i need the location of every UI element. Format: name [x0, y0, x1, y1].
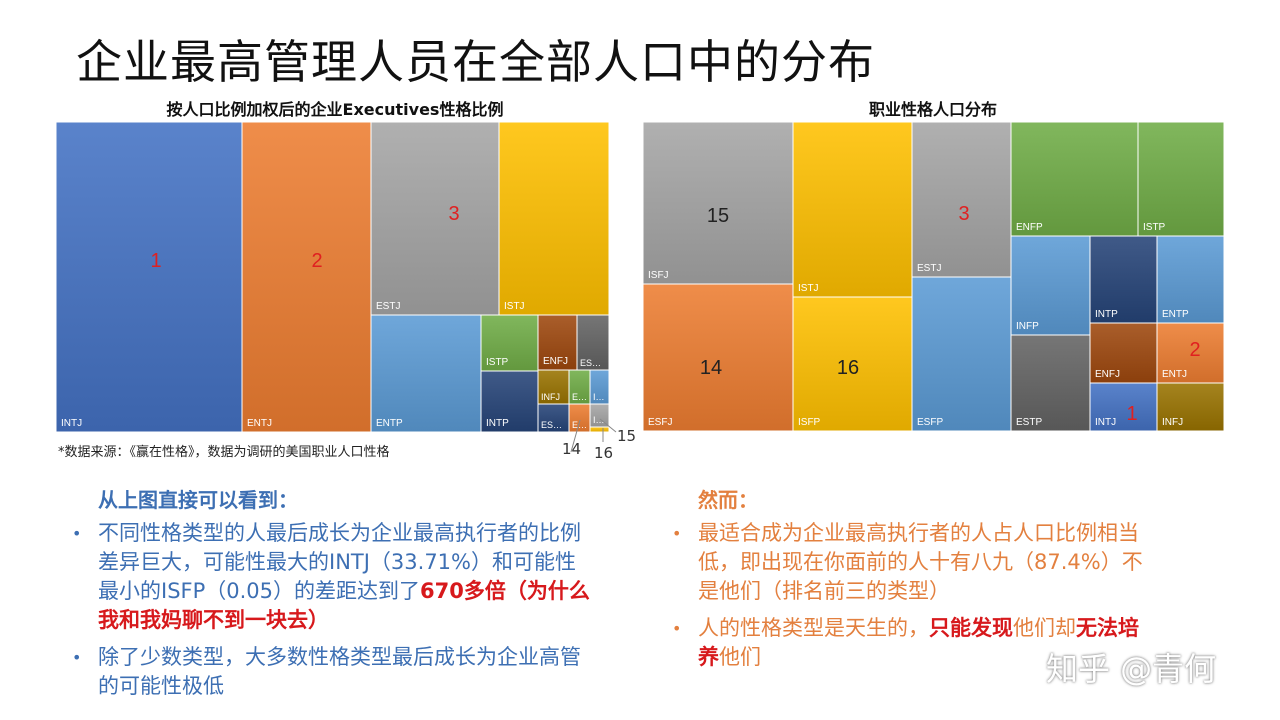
- callout-label-14: 14: [562, 440, 582, 458]
- callout-leader-line: [599, 418, 617, 433]
- tile-label-intj-13: INTJ: [1095, 417, 1116, 428]
- right-bullet-1-text: 最适合成为企业最高执行者的人占人口比例相当低，即出现在你面前的人十有八九（87.…: [698, 521, 1143, 603]
- tile-label-entp-4: ENTP: [376, 418, 403, 429]
- treemap-tile-estp-9: [1010, 334, 1091, 432]
- executives-treemap: INTJ 1 ENTJ 2 ESTJ 3 ISTJ ENTP ISTP INTP ENFJ ES… IN…: [55, 121, 617, 453]
- rank-label-2: 2: [311, 250, 322, 272]
- tile-label-istj-3: ISTJ: [504, 301, 525, 312]
- tile-label-enfp-6: ENFP: [1016, 222, 1043, 233]
- bullet-dot: •: [672, 619, 682, 638]
- callout-leader-line: [570, 419, 581, 453]
- rank-label-1: 1: [1126, 403, 1137, 425]
- tile-label-estj-2: ESTJ: [376, 301, 400, 312]
- left-bullet-list: • 不同性格类型的人最后成长为企业最高执行者的比例差异巨大，可能性最大的INTJ…: [64, 519, 594, 709]
- treemap-tile-intj-13: [1089, 382, 1158, 432]
- left-bullet-1-highlight: 670多倍（为什么我和我妈聊不到一块去）: [98, 579, 590, 632]
- tile-label-istp-5: ISTP: [486, 357, 509, 368]
- tile-label-e-13: E…: [572, 420, 587, 430]
- tile-label-es-8: ES…: [580, 358, 601, 368]
- rank-label-16: 16: [837, 357, 859, 379]
- tile-label-estp-9: ESTP: [1016, 417, 1042, 428]
- right-bullet-2-highlight-1: 只能发现: [929, 616, 1013, 640]
- tile-label-infp-8: INFP: [1016, 321, 1039, 332]
- tile-label-i-11: I…: [593, 392, 605, 402]
- left-bullet-1: • 不同性格类型的人最后成长为企业最高执行者的比例差异巨大，可能性最大的INTJ…: [64, 519, 594, 635]
- tile-label-estj-4: ESTJ: [917, 263, 941, 274]
- tile-label-infj-9: INFJ: [541, 392, 560, 402]
- tile-label-entj-1: ENTJ: [247, 418, 272, 429]
- tile-label-entj-14: ENTJ: [1162, 369, 1187, 380]
- treemap-tile-estj-2: [370, 121, 500, 316]
- rank-label-1: 1: [150, 250, 161, 272]
- treemap-tile-intj-0: [55, 121, 243, 433]
- treemap-tile-entj-1: [241, 121, 372, 433]
- treemap-tile-es-8: [576, 314, 610, 371]
- left-chart-title: 按人口比例加权后的企业Executives性格比例: [166, 100, 504, 119]
- treemap-tile-isfp-3: [792, 296, 913, 432]
- rank-label-15: 15: [707, 205, 729, 227]
- tile-label-entp-11: ENTP: [1162, 309, 1189, 320]
- tile-label-es-12: ES…: [541, 420, 562, 430]
- right-bullet-1: • 最适合成为企业最高执行者的人占人口比例相当低，即出现在你面前的人十有八九（8…: [664, 519, 1144, 606]
- treemap-tile-estj-4: [911, 121, 1012, 278]
- tile-label-i-14: I…: [593, 415, 605, 425]
- treemap-tile-entp-4: [370, 314, 482, 433]
- tile-label-esfj-1: ESFJ: [648, 417, 672, 428]
- tile-label-intj-0: INTJ: [61, 418, 82, 429]
- tile-label-intp-10: INTP: [1095, 309, 1118, 320]
- left-bullet-1-text: 不同性格类型的人最后成长为企业最高执行者的比例差异巨大，可能性最大的INTJ（3…: [98, 521, 581, 603]
- tile-label-istj-2: ISTJ: [798, 283, 819, 294]
- callout-label-16: 16: [594, 444, 614, 462]
- treemap-tile-istp-7: [1137, 121, 1225, 237]
- page-title: 企业最高管理人员在全部人口中的分布: [76, 35, 875, 89]
- right-bullet-2: • 人的性格类型是天生的，只能发现他们却无法培养他们: [664, 614, 1144, 672]
- treemap-tile-es-12: [537, 403, 570, 433]
- right-bullet-2-highlight-2: 无法培养: [698, 616, 1139, 669]
- treemap-tile-esfp-5: [911, 276, 1012, 432]
- tile-label-isfj-0: ISFJ: [648, 270, 669, 281]
- right-bullet-2-pre: 人的性格类型是天生的，: [698, 616, 929, 640]
- treemap-tile-infj-15: [1156, 382, 1225, 432]
- left-bullet-2-text: 除了少数类型，大多数性格类型最后成长为企业高管的可能性极低: [98, 645, 581, 698]
- treemap-tile-isfj-0: [642, 121, 794, 285]
- rank-label-2: 2: [1189, 339, 1200, 361]
- left-section-heading: 从上图直接可以看到：: [98, 488, 298, 512]
- treemap-tile-infp-8: [1010, 235, 1091, 336]
- bullet-dot: •: [672, 524, 682, 543]
- treemap-tile-intp-6: [480, 370, 539, 433]
- tile-label-esfp-5: ESFP: [917, 417, 943, 428]
- rank-label-14: 14: [700, 357, 722, 379]
- treemap-tile-istj-3: [498, 121, 610, 316]
- treemap-tile-entp-11: [1156, 235, 1225, 324]
- right-chart-title: 职业性格人口分布: [868, 100, 998, 119]
- rank-label-3: 3: [958, 203, 969, 225]
- callout-label-15: 15: [617, 427, 637, 445]
- treemap-tile-intp-10: [1089, 235, 1158, 324]
- watermark: 知乎 @青何: [1046, 650, 1217, 688]
- tile-label-infj-15: INFJ: [1162, 417, 1183, 428]
- right-section-heading: 然而：: [698, 488, 758, 512]
- treemap-tile-tiny-15: [589, 426, 610, 433]
- treemap-tile-enfp-6: [1010, 121, 1139, 237]
- treemap-tile-entj-14: [1156, 322, 1225, 384]
- tile-label-isfp-3: ISFP: [798, 417, 821, 428]
- rank-label-3: 3: [448, 203, 459, 225]
- right-bullet-list: • 最适合成为企业最高执行者的人占人口比例相当低，即出现在你面前的人十有八九（8…: [664, 519, 1144, 680]
- bullet-dot: •: [72, 648, 82, 667]
- tile-label-intp-6: INTP: [486, 418, 509, 429]
- left-bullet-2: • 除了少数类型，大多数性格类型最后成长为企业高管的可能性极低: [64, 643, 594, 701]
- tile-label-istp-7: ISTP: [1143, 222, 1166, 233]
- treemap-tile-enfj-12: [1089, 322, 1158, 384]
- bullet-dot: •: [72, 524, 82, 543]
- tile-label-enfj-7: ENFJ: [543, 356, 568, 367]
- source-note: *数据来源：《赢在性格》，数据为调研的美国职业人口性格: [58, 445, 390, 460]
- tile-label-enfj-12: ENFJ: [1095, 369, 1120, 380]
- treemap-tile-istj-2: [792, 121, 913, 298]
- population-treemap: ISFJ 15 ESFJ 14 ISTJ ISFP 16 ESTJ 3 ESFP ENFP ISTP I…: [642, 121, 1225, 432]
- treemap-tile-istp-5: [480, 314, 539, 372]
- tile-label-e-10: E…: [572, 392, 587, 402]
- right-bullet-2-post: 他们: [719, 645, 761, 669]
- right-bullet-2-mid: 他们却: [1013, 616, 1076, 640]
